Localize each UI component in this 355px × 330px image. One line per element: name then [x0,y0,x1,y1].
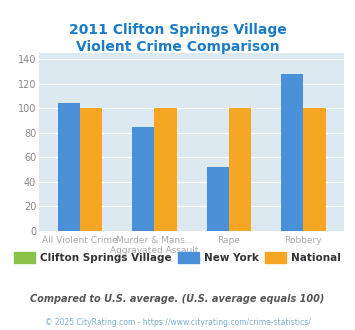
Bar [229,108,251,231]
Bar [154,108,177,231]
Legend: Clifton Springs Village, New York, National: Clifton Springs Village, New York, Natio… [10,248,345,267]
Text: 2011 Clifton Springs Village
Violent Crime Comparison: 2011 Clifton Springs Village Violent Cri… [69,23,286,54]
Bar [132,126,154,231]
Bar [304,108,326,231]
Bar [58,103,80,231]
Bar [281,74,304,231]
Text: © 2025 CityRating.com - https://www.cityrating.com/crime-statistics/: © 2025 CityRating.com - https://www.city… [45,318,310,327]
Bar [80,108,102,231]
Bar [207,167,229,231]
Text: Compared to U.S. average. (U.S. average equals 100): Compared to U.S. average. (U.S. average … [30,294,325,304]
